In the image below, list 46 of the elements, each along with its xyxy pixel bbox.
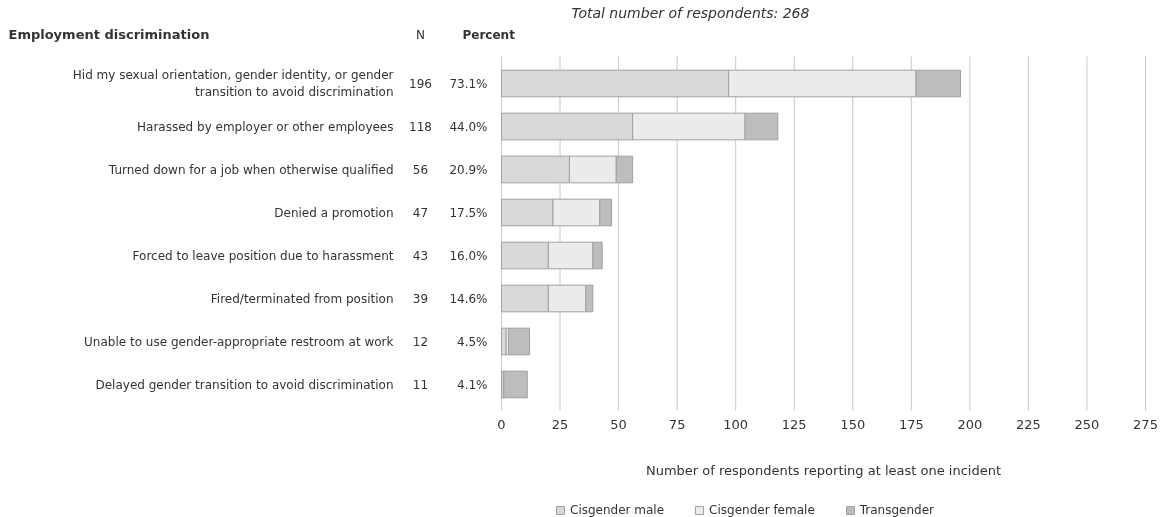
legend-label: Transgender (859, 503, 935, 517)
x-tick-label: 275 (1133, 417, 1158, 432)
y-axis-title: Employment discrimination (8, 27, 210, 42)
text: 14.6% (449, 291, 488, 306)
y-tick-label: Turned down for a job when otherwise qualified (107, 162, 394, 177)
legend-label: Cisgender female (709, 503, 815, 517)
x-tick-label: 175 (898, 417, 924, 432)
y-tick-label: Denied a promotion (274, 205, 394, 220)
legend-label: Cisgender male (570, 503, 665, 517)
y-tick-label: Hid my sexual orientation, gender identity, or gender transition to avoid discrimination (72, 68, 394, 99)
text: 43 (412, 249, 429, 263)
text: 118 (409, 120, 432, 134)
y-tick-label: Forced to leave position due to harassment (132, 248, 394, 263)
x-tick-label: 250 (1074, 417, 1100, 432)
y-tick-label: Delayed gender transition to avoid discrimination (95, 377, 394, 392)
text: 12 (412, 335, 429, 349)
chart-title: Total number of respondents: 268 (571, 4, 810, 21)
x-tick-label: 25 (551, 417, 569, 432)
text: 44.0% (449, 119, 488, 134)
text: 17.5% (449, 205, 488, 220)
x-tick-label: 125 (781, 417, 807, 432)
x-axis-title: Number of respondents reporting at least one incident (645, 463, 1002, 478)
text: 47 (412, 206, 429, 220)
x-tick-label: 75 (668, 417, 686, 432)
y-tick-label: Fired/terminated from position (210, 291, 394, 306)
text: 11 (412, 378, 429, 392)
x-tick-label: 100 (723, 417, 749, 432)
x-tick-label: 50 (610, 417, 627, 432)
text: 4.1% (457, 377, 488, 392)
text: 196 (409, 77, 432, 91)
bar (503, 370, 528, 399)
text: Percent (462, 27, 516, 42)
bar (508, 327, 531, 356)
text: 16.0% (449, 248, 488, 263)
y-tick-label: Unable to use gender-appropriate restroom at work (84, 334, 394, 349)
text: 4.5% (457, 334, 488, 349)
text: 20.9% (449, 162, 488, 177)
text: 56 (412, 163, 429, 177)
x-tick-label: 200 (957, 417, 983, 432)
text: N (416, 27, 425, 42)
x-tick-label: 150 (840, 417, 866, 432)
x-tick-label: 0 (497, 417, 506, 432)
y-tick-label: Harassed by employer or other employees (137, 119, 394, 134)
text: 39 (412, 292, 429, 306)
x-tick-label: 225 (1016, 417, 1041, 432)
text: 73.1% (449, 76, 488, 91)
